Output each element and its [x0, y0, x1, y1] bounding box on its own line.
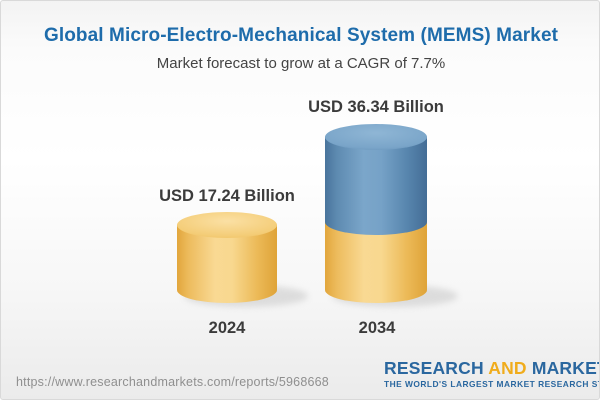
cylinder-2024-top — [177, 212, 277, 238]
x-axis-label-2024: 2024 — [208, 319, 246, 337]
logo-markets: MARKETS — [531, 358, 599, 378]
page-subtitle: Market forecast to grow at a CAGR of 7.7… — [156, 55, 446, 72]
page-title: Global Micro-Electro-Mechanical System (… — [43, 25, 559, 46]
logo-tagline: THE WORLD'S LARGEST MARKET RESEARCH STOR… — [384, 379, 600, 389]
bar-2034 — [325, 124, 427, 303]
value-label-2024: USD 17.24 Billion — [159, 187, 295, 205]
brand-logo: RESEARCH AND MARKETS THE WORLD'S LARGEST… — [384, 358, 600, 389]
report-url: https://www.researchandmarkets.com/repor… — [16, 375, 329, 389]
brand-logo-wordmark: RESEARCH AND MARKETS — [384, 358, 599, 378]
cylinder-2034-growth-segment — [325, 137, 427, 235]
logo-research: RESEARCH — [384, 358, 484, 378]
cylinder-2024-body — [177, 225, 277, 303]
value-label-2034: USD 36.34 Billion — [308, 98, 444, 116]
bar-2024 — [177, 212, 277, 303]
x-axis-label-2034: 2034 — [358, 319, 396, 337]
logo-and: AND — [488, 358, 527, 378]
cylinder-2034-base-segment — [325, 221, 427, 303]
cylinder-2034-top — [325, 124, 427, 150]
